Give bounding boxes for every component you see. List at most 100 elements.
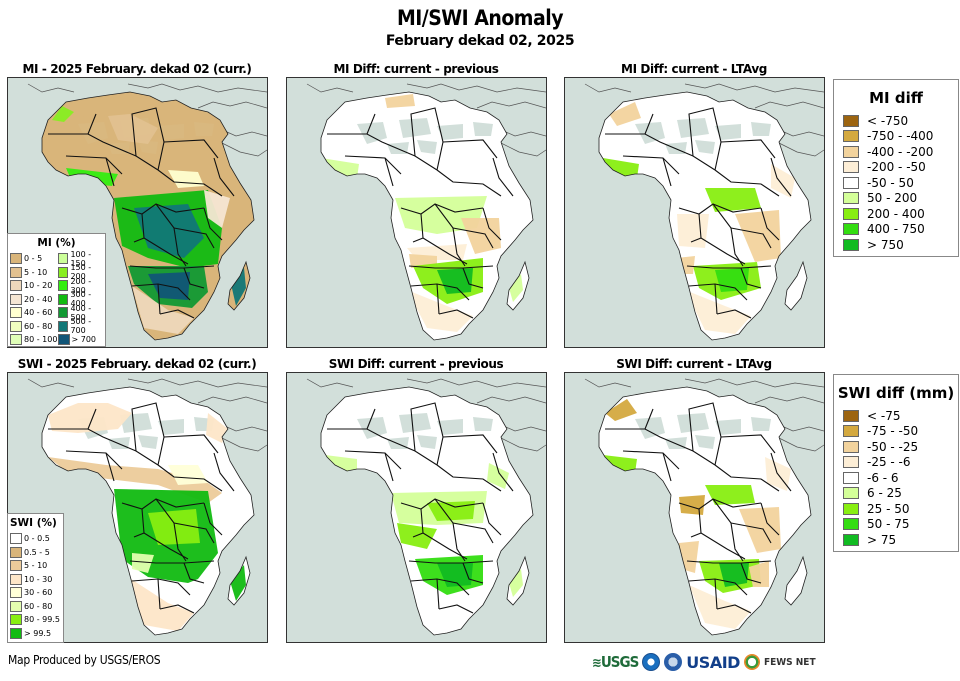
country-border <box>157 283 161 315</box>
country-border <box>714 464 780 492</box>
legend-item: 200 - 400 <box>834 206 958 222</box>
country-border <box>384 452 394 482</box>
doc-seal-icon <box>664 653 683 671</box>
legend-swatch <box>10 253 22 265</box>
legend-swatch <box>10 307 22 319</box>
nodata-region <box>635 417 665 439</box>
country-border <box>436 283 440 315</box>
legend-swatch <box>843 533 859 546</box>
country-border <box>410 283 470 301</box>
country-border <box>482 207 502 241</box>
value-region <box>609 102 641 126</box>
neighbor-coastline <box>406 83 546 93</box>
country-border <box>131 402 165 466</box>
country-border <box>155 203 187 267</box>
country-border <box>720 434 776 454</box>
value-region <box>715 268 749 292</box>
nodata-region <box>158 419 184 435</box>
partner-logos: ≋USGS USAID FEWS NET <box>592 651 816 673</box>
legend-item: 80 - 100 <box>10 333 58 347</box>
legend-swatch <box>843 487 859 500</box>
country-border <box>159 309 195 319</box>
africa-map-svg <box>27 83 267 341</box>
legend-swatch <box>843 425 859 438</box>
country-border <box>760 502 780 536</box>
country-border <box>157 169 223 197</box>
country-border <box>173 522 215 544</box>
legend-swatch <box>843 192 859 205</box>
africa-coastline <box>41 386 255 636</box>
neighbor-coastline <box>584 83 632 93</box>
legend-swatch <box>843 502 859 515</box>
legend-swatch <box>57 320 69 332</box>
legend-item: > 75 <box>834 532 958 548</box>
country-border <box>143 532 189 560</box>
neighbor-coastline <box>127 83 267 93</box>
neighbor-coastline <box>197 396 267 404</box>
legend-swatch <box>57 334 70 346</box>
value-region <box>128 577 194 631</box>
country-border <box>492 452 514 492</box>
country-border <box>213 157 235 197</box>
panel-title-mi-current: MI - 2025 February. dekad 02 (curr.) <box>22 62 252 76</box>
country-border <box>366 408 376 430</box>
legend-swatch <box>10 334 22 346</box>
legend-item: < -750 <box>834 113 958 129</box>
country-border <box>712 498 744 562</box>
legend-item: -50 - 50 <box>834 175 958 191</box>
country-border <box>770 157 792 197</box>
legend-swatch <box>843 518 859 531</box>
country-border <box>183 562 205 584</box>
country-border <box>492 157 514 197</box>
legend-swatch <box>10 280 22 292</box>
country-border <box>422 532 468 560</box>
legend-item: -50 - -25 <box>834 439 958 455</box>
country-border <box>686 265 772 269</box>
country-border <box>203 207 223 241</box>
country-border <box>730 522 772 544</box>
country-border <box>327 428 438 466</box>
legend-item: 10 - 30 <box>8 573 63 587</box>
africa-map-svg <box>584 83 824 341</box>
legend-swatch <box>843 409 859 422</box>
value-region <box>52 106 74 122</box>
legend-swatch <box>57 280 69 292</box>
map-panel-swi-diff-previous <box>286 372 547 643</box>
country-border <box>688 578 748 596</box>
country-border <box>716 604 752 614</box>
map-panel-mi-current <box>7 77 268 348</box>
legend-swatch <box>843 456 859 469</box>
legend-item: -400 - -200 <box>834 144 958 160</box>
nodata-region <box>437 124 463 140</box>
legend-swatch <box>843 207 859 220</box>
country-border <box>327 133 438 171</box>
neighbor-coastline <box>219 436 267 452</box>
country-border <box>686 560 772 564</box>
nodata-region <box>138 435 158 449</box>
neighbor-coastline <box>754 101 824 109</box>
country-border <box>434 203 466 267</box>
nodata-region <box>695 435 715 449</box>
nodata-region <box>473 417 493 431</box>
legend-swatch <box>57 266 69 278</box>
neighbor-coastline <box>584 378 632 388</box>
page-title: MI/SWI Anomaly <box>396 6 564 30</box>
value-region <box>509 569 523 597</box>
country-border <box>644 408 654 430</box>
legend-swatch <box>843 176 859 189</box>
value-region <box>407 290 473 332</box>
value-region <box>48 114 230 190</box>
country-border <box>87 113 97 135</box>
value-region <box>168 465 208 485</box>
country-border <box>712 203 744 267</box>
legend-swatch <box>843 238 859 251</box>
legend-swatch <box>10 546 22 558</box>
country-border <box>436 169 502 197</box>
country-border <box>720 139 776 159</box>
neighbor-coastline <box>776 436 824 452</box>
country-border <box>155 498 187 562</box>
value-region <box>689 585 751 629</box>
country-border <box>366 113 376 135</box>
country-border <box>129 265 215 269</box>
nodata-region <box>399 413 431 433</box>
